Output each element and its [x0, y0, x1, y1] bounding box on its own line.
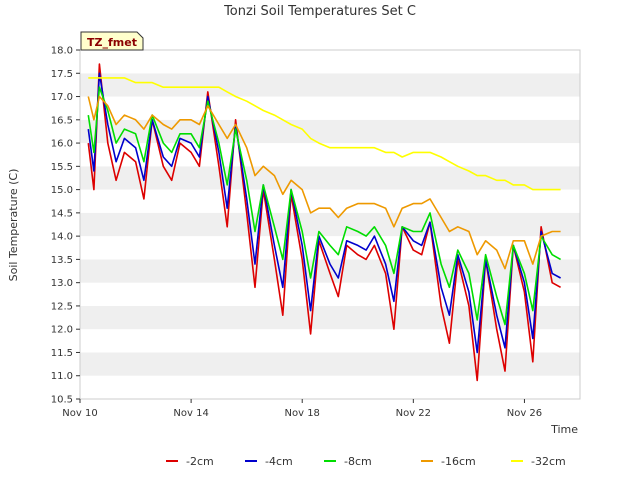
y-tick-label: 12.5	[51, 301, 73, 312]
y-tick-label: 17.0	[51, 92, 73, 103]
grid-band	[80, 375, 580, 399]
y-tick-label: 17.5	[51, 69, 73, 80]
grid-band	[80, 236, 580, 260]
legend-label: -32cm	[531, 455, 566, 468]
y-axis-label: Soil Temperature (C)	[7, 169, 20, 282]
series-line-minus-16cm	[87, 95, 561, 270]
grid-bands	[80, 50, 580, 399]
legend-label: -4cm	[265, 455, 293, 468]
series-line-minus-4cm	[87, 72, 561, 354]
legend: -2cm -4cm -8cm -16cm -32cm	[166, 455, 566, 468]
x-tick-label: Nov 26	[507, 408, 542, 419]
grid-band	[80, 352, 580, 376]
x-axis-label: Time	[550, 423, 578, 436]
grid-band	[80, 166, 580, 190]
grid-band	[80, 212, 580, 237]
y-tick-label: 11.0	[51, 371, 73, 382]
y-tick-label: 14.5	[51, 208, 73, 219]
y-tick-label: 15.0	[51, 185, 73, 196]
series-line-minus-8cm	[87, 86, 561, 326]
legend-label: -16cm	[441, 455, 476, 468]
y-tick-label: 13.5	[51, 255, 73, 266]
y-tick-label: 11.5	[51, 348, 73, 359]
series-lines	[87, 63, 561, 382]
x-tick-label: Nov 18	[285, 408, 320, 419]
grid-band	[80, 143, 580, 167]
y-tick-label: 10.5	[51, 395, 73, 406]
grid-band	[80, 282, 580, 306]
y-tick-label: 16.5	[51, 115, 73, 126]
grid-band	[80, 119, 580, 144]
x-tick-label: Nov 22	[396, 408, 431, 419]
series-line-minus-32cm	[88, 77, 561, 191]
grid-band	[80, 50, 580, 74]
grid-band	[80, 329, 580, 353]
tag-box: TZ_fmet	[80, 31, 144, 51]
y-tick-label: 15.5	[51, 162, 73, 173]
y-axis: 10.5 11.0 11.5 12.0 12.5 13.0 13.5 14.0 14.5 15.0…	[51, 46, 80, 406]
grid-band	[80, 189, 580, 213]
y-tick-label: 13.0	[51, 278, 73, 289]
chart-title: Tonzi Soil Temperatures Set C	[223, 4, 416, 19]
y-tick-label: 16.0	[51, 139, 73, 150]
plot-frame	[79, 49, 581, 400]
legend-label: -8cm	[344, 455, 372, 468]
x-tick-label: Nov 10	[62, 408, 97, 419]
grid-band	[80, 96, 580, 120]
grid-band	[80, 73, 580, 97]
tag-box-shape	[80, 31, 144, 51]
y-tick-label: 18.0	[51, 46, 73, 57]
x-tick-label: Nov 14	[173, 408, 208, 419]
y-tick-label: 14.0	[51, 232, 73, 243]
grid-band	[80, 305, 580, 330]
legend-label: -2cm	[186, 455, 214, 468]
x-axis: Nov 10 Nov 14 Nov 18 Nov 22 Nov 26	[62, 399, 542, 419]
tag-label: TZ_fmet	[87, 36, 137, 49]
y-tick-label: 12.0	[51, 325, 73, 336]
